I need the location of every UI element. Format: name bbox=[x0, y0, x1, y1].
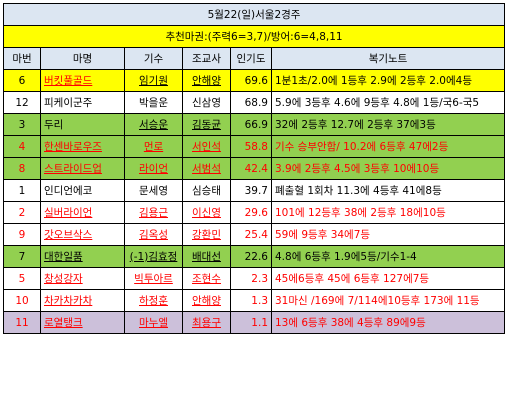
notes-text: 기수 승부안함/ 10.2에 6등후 47에2등 bbox=[270, 135, 506, 158]
horse-number: 8 bbox=[3, 157, 41, 180]
horse-number: 1 bbox=[3, 179, 41, 202]
horse-name: 대한일품 bbox=[40, 245, 125, 268]
trainer-name: 배대선 bbox=[182, 245, 231, 268]
popularity-value: 39.7 bbox=[230, 179, 272, 202]
table-row: 10 차카차카차 하정훈 안해양 1.3 31마신 /169에 7/114에10… bbox=[3, 289, 506, 312]
horse-number: 5 bbox=[3, 267, 41, 290]
trainer-name: 조현수 bbox=[182, 267, 231, 290]
table-row: 9 갓오브삭스 김옥성 강환민 25.4 59에 9등후 34에7등 bbox=[3, 223, 506, 246]
header-notes: 복기노트 bbox=[270, 47, 506, 70]
horse-name: 실버라이언 bbox=[40, 201, 125, 224]
horse-name: 피케이군주 bbox=[40, 91, 125, 114]
table-row: 3 두리 서승운 김동균 66.9 32에 2등후 12.7에 2등후 37에3… bbox=[3, 113, 506, 136]
header-row: 마번 마명 기수 조교사 인기도 복기노트 bbox=[3, 47, 506, 70]
jockey-name: 김용근 bbox=[124, 201, 183, 224]
horse-name: 갓오브삭스 bbox=[40, 223, 125, 246]
notes-text: 13에 6등후 38에 4등후 89에9등 bbox=[270, 311, 506, 334]
popularity-value: 66.9 bbox=[230, 113, 272, 136]
popularity-value: 58.8 bbox=[230, 135, 272, 158]
table-row: 12 피케이군주 박을운 신삼영 68.9 5.9에 3등후 4.6에 9등후 … bbox=[3, 91, 506, 114]
table-row: 5 창성강자 빅투아르 조현수 2.3 45에6등후 45에 6등후 127에7… bbox=[3, 267, 506, 290]
jockey-name: 빅투아르 bbox=[124, 267, 183, 290]
horse-name: 차카차카차 bbox=[40, 289, 125, 312]
jockey-name: 김옥성 bbox=[124, 223, 183, 246]
trainer-name: 서범석 bbox=[182, 157, 231, 180]
trainer-name: 안해양 bbox=[182, 69, 231, 92]
notes-text: 32에 2등후 12.7에 2등후 37에3등 bbox=[270, 113, 506, 136]
jockey-name: 서승운 bbox=[124, 113, 183, 136]
table-row: 1 인디언에코 문세영 심승태 39.7 폐출혈 1회차 11.3에 4등후 4… bbox=[3, 179, 506, 202]
jockey-name: 문세영 bbox=[124, 179, 183, 202]
jockey-name: 임기원 bbox=[124, 69, 183, 92]
horse-name: 두리 bbox=[40, 113, 125, 136]
race-table: 5월22(일)서울2경주 추천마권:(주력6=3,7)/방어:6=4,8,11 … bbox=[2, 3, 506, 334]
notes-text: 3.9에 2등후 4.5에 3등후 10에10등 bbox=[270, 157, 506, 180]
header-horse: 마명 bbox=[40, 47, 125, 70]
header-number: 마번 bbox=[3, 47, 41, 70]
horse-number: 11 bbox=[3, 311, 41, 334]
header-popularity: 인기도 bbox=[230, 47, 272, 70]
jockey-name: 하정훈 bbox=[124, 289, 183, 312]
popularity-value: 29.6 bbox=[230, 201, 272, 224]
horse-name: 스트라이드업 bbox=[40, 157, 125, 180]
race-title: 5월22(일)서울2경주 bbox=[2, 3, 506, 26]
horse-name: 한센바로우즈 bbox=[40, 135, 125, 158]
trainer-name: 최용구 bbox=[182, 311, 231, 334]
trainer-name: 강환민 bbox=[182, 223, 231, 246]
trainer-name: 이신영 bbox=[182, 201, 231, 224]
notes-text: 5.9에 3등후 4.6에 9등후 4.8에 1등/국6-국5 bbox=[270, 91, 506, 114]
notes-text: 1분1초/2.0에 1등후 2.9에 2등후 2.0에4등 bbox=[270, 69, 506, 92]
horse-number: 4 bbox=[3, 135, 41, 158]
table-row: 4 한센바로우즈 먼로 서인석 58.8 기수 승부안함/ 10.2에 6등후 … bbox=[3, 135, 506, 158]
jockey-name: 마누엘 bbox=[124, 311, 183, 334]
horse-number: 2 bbox=[3, 201, 41, 224]
notes-text: 4.8에 6등후 1.9에5등/기수1-4 bbox=[270, 245, 506, 268]
table-row: 8 스트라이드업 라이언 서범석 42.4 3.9에 2등후 4.5에 3등후 … bbox=[3, 157, 506, 180]
table-row: 11 로열탱크 마누엘 최용구 1.1 13에 6등후 38에 4등후 89에9… bbox=[3, 311, 506, 334]
popularity-value: 2.3 bbox=[230, 267, 272, 290]
recommendation-row: 추천마권:(주력6=3,7)/방어:6=4,8,11 bbox=[2, 25, 506, 48]
trainer-name: 안해양 bbox=[182, 289, 231, 312]
trainer-name: 김동균 bbox=[182, 113, 231, 136]
jockey-name: 박을운 bbox=[124, 91, 183, 114]
header-trainer: 조교사 bbox=[182, 47, 231, 70]
horse-number: 10 bbox=[3, 289, 41, 312]
header-jockey: 기수 bbox=[124, 47, 183, 70]
trainer-name: 심승태 bbox=[182, 179, 231, 202]
horse-number: 12 bbox=[3, 91, 41, 114]
title-row: 5월22(일)서울2경주 bbox=[2, 3, 506, 26]
horse-number: 6 bbox=[3, 69, 41, 92]
horse-name: 버킷풀골드 bbox=[40, 69, 125, 92]
horse-name: 로열탱크 bbox=[40, 311, 125, 334]
notes-text: 폐출혈 1회차 11.3에 4등후 41에8등 bbox=[270, 179, 506, 202]
popularity-value: 1.1 bbox=[230, 311, 272, 334]
trainer-name: 신삼영 bbox=[182, 91, 231, 114]
popularity-value: 42.4 bbox=[230, 157, 272, 180]
recommendation-text: 추천마권:(주력6=3,7)/방어:6=4,8,11 bbox=[2, 25, 506, 48]
horse-number: 9 bbox=[3, 223, 41, 246]
notes-text: 45에6등후 45에 6등후 127에7등 bbox=[270, 267, 506, 290]
notes-text: 59에 9등후 34에7등 bbox=[270, 223, 506, 246]
table-row: 7 대한일품 (-1)김효정 배대선 22.6 4.8에 6등후 1.9에5등/… bbox=[3, 245, 506, 268]
table-row: 6 버킷풀골드 임기원 안해양 69.6 1분1초/2.0에 1등후 2.9에 … bbox=[3, 69, 506, 92]
notes-text: 101에 12등후 38에 2등후 18에10등 bbox=[270, 201, 506, 224]
trainer-name: 서인석 bbox=[182, 135, 231, 158]
popularity-value: 22.6 bbox=[230, 245, 272, 268]
popularity-value: 1.3 bbox=[230, 289, 272, 312]
horse-number: 7 bbox=[3, 245, 41, 268]
popularity-value: 69.6 bbox=[230, 69, 272, 92]
jockey-name: 라이언 bbox=[124, 157, 183, 180]
notes-text: 31마신 /169에 7/114에10등후 173에 11등 bbox=[270, 289, 506, 312]
horse-name: 인디언에코 bbox=[40, 179, 125, 202]
popularity-value: 25.4 bbox=[230, 223, 272, 246]
popularity-value: 68.9 bbox=[230, 91, 272, 114]
horse-name: 창성강자 bbox=[40, 267, 125, 290]
horse-number: 3 bbox=[3, 113, 41, 136]
jockey-name: (-1)김효정 bbox=[124, 245, 183, 268]
jockey-name: 먼로 bbox=[124, 135, 183, 158]
table-row: 2 실버라이언 김용근 이신영 29.6 101에 12등후 38에 2등후 1… bbox=[3, 201, 506, 224]
